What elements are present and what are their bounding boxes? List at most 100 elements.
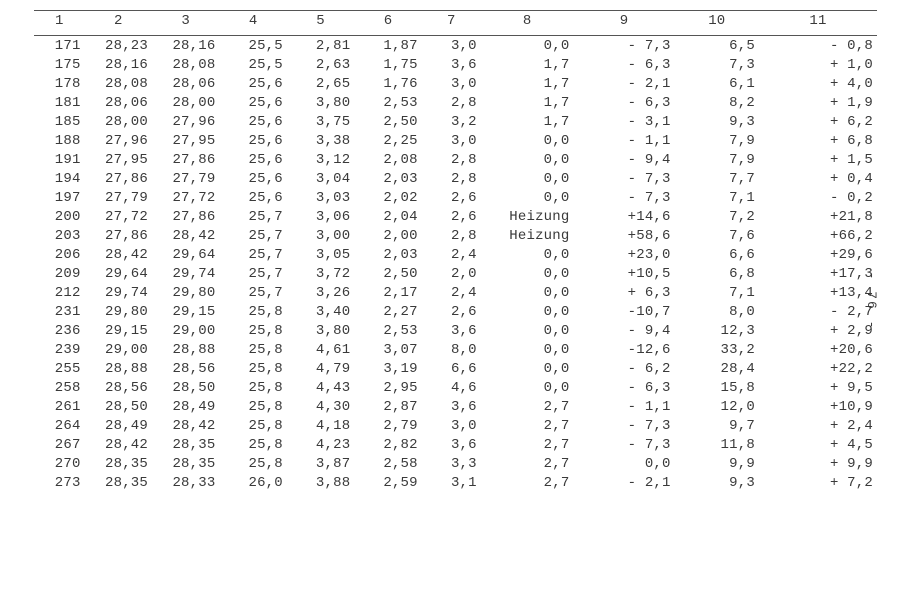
cell: 2,81 — [287, 36, 354, 56]
cell: 2,53 — [354, 93, 421, 112]
cell: 3,6 — [422, 435, 481, 454]
page-root: 1234567891011 17128,2328,1625,52,811,873… — [0, 0, 907, 601]
col-header-2: 2 — [85, 11, 152, 36]
cell: 29,80 — [85, 302, 152, 321]
cell: 29,74 — [85, 283, 152, 302]
cell: 25,8 — [219, 302, 286, 321]
cell: 28,4 — [675, 359, 759, 378]
table-row: 23129,8029,1525,83,402,272,60,0-10,78,0-… — [34, 302, 877, 321]
cell: + 4,0 — [759, 74, 877, 93]
cell: 2,79 — [354, 416, 421, 435]
cell: 3,0 — [422, 131, 481, 150]
cell: 6,1 — [675, 74, 759, 93]
cell: 2,53 — [354, 321, 421, 340]
cell: 3,03 — [287, 188, 354, 207]
cell: 7,6 — [675, 226, 759, 245]
cell: + 1,9 — [759, 93, 877, 112]
cell: + 2,9 — [759, 321, 877, 340]
table-row: 23929,0028,8825,84,613,078,00,0-12,633,2… — [34, 340, 877, 359]
cell: 1,7 — [481, 74, 574, 93]
cell: 2,6 — [422, 302, 481, 321]
cell: 29,80 — [152, 283, 219, 302]
table-row: 19427,8627,7925,63,042,032,80,0- 7,37,7+… — [34, 169, 877, 188]
cell: 28,00 — [152, 93, 219, 112]
cell: 6,6 — [675, 245, 759, 264]
cell: + 1,0 — [759, 55, 877, 74]
col-header-7: 7 — [422, 11, 481, 36]
table-row: 26128,5028,4925,84,302,873,62,7- 1,112,0… — [34, 397, 877, 416]
table-row: 18128,0628,0025,63,802,532,81,7- 6,38,2+… — [34, 93, 877, 112]
cell: 3,88 — [287, 473, 354, 492]
cell: 28,50 — [152, 378, 219, 397]
cell: 25,7 — [219, 283, 286, 302]
col-header-6: 6 — [354, 11, 421, 36]
table-row: 17128,2328,1625,52,811,873,00,0- 7,36,5-… — [34, 36, 877, 56]
cell: 7,7 — [675, 169, 759, 188]
col-header-10: 10 — [675, 11, 759, 36]
cell: Heizung — [481, 207, 574, 226]
cell: 0,0 — [481, 321, 574, 340]
cell: 29,64 — [85, 264, 152, 283]
cell: 28,33 — [152, 473, 219, 492]
table-row: 23629,1529,0025,83,802,533,60,0- 9,412,3… — [34, 321, 877, 340]
cell: 3,26 — [287, 283, 354, 302]
table-row: 26428,4928,4225,84,182,793,02,7- 7,39,7+… — [34, 416, 877, 435]
cell: 28,06 — [85, 93, 152, 112]
cell: 3,0 — [422, 36, 481, 56]
cell: 0,0 — [481, 378, 574, 397]
cell: 28,16 — [85, 55, 152, 74]
cell: 2,6 — [422, 207, 481, 226]
cell: 3,38 — [287, 131, 354, 150]
table-row: 19727,7927,7225,63,032,022,60,0- 7,37,1-… — [34, 188, 877, 207]
cell: 264 — [34, 416, 85, 435]
cell: 28,35 — [152, 454, 219, 473]
table-row: 21229,7429,8025,73,262,172,40,0+ 6,37,1+… — [34, 283, 877, 302]
cell: 270 — [34, 454, 85, 473]
cell: 28,50 — [85, 397, 152, 416]
cell: + 1,5 — [759, 150, 877, 169]
cell: 194 — [34, 169, 85, 188]
cell: 2,00 — [354, 226, 421, 245]
cell: 0,0 — [573, 454, 674, 473]
cell: 27,86 — [152, 207, 219, 226]
cell: 7,1 — [675, 188, 759, 207]
cell: - 3,1 — [573, 112, 674, 131]
cell: - 6,3 — [573, 378, 674, 397]
cell: 1,7 — [481, 112, 574, 131]
cell: 25,8 — [219, 340, 286, 359]
cell: 27,79 — [152, 169, 219, 188]
cell: 9,9 — [675, 454, 759, 473]
cell: 2,0 — [422, 264, 481, 283]
cell: 28,08 — [152, 55, 219, 74]
cell: - 2,1 — [573, 74, 674, 93]
cell: 200 — [34, 207, 85, 226]
cell: 27,96 — [85, 131, 152, 150]
cell: 185 — [34, 112, 85, 131]
table-row: 20327,8628,4225,73,002,002,8Heizung+58,6… — [34, 226, 877, 245]
cell: - 6,3 — [573, 55, 674, 74]
table-row: 18528,0027,9625,63,752,503,21,7- 3,19,3+… — [34, 112, 877, 131]
cell: 28,35 — [85, 454, 152, 473]
cell: 12,0 — [675, 397, 759, 416]
cell: 28,42 — [152, 416, 219, 435]
cell: 1,7 — [481, 93, 574, 112]
cell: 3,6 — [422, 321, 481, 340]
table-row: 25528,8828,5625,84,793,196,60,0- 6,228,4… — [34, 359, 877, 378]
cell: +10,9 — [759, 397, 877, 416]
cell: 2,8 — [422, 226, 481, 245]
table-row: 20628,4229,6425,73,052,032,40,0+23,06,6+… — [34, 245, 877, 264]
cell: 25,8 — [219, 416, 286, 435]
cell: 25,8 — [219, 454, 286, 473]
cell: 4,23 — [287, 435, 354, 454]
cell: 267 — [34, 435, 85, 454]
cell: 3,6 — [422, 397, 481, 416]
cell: 29,74 — [152, 264, 219, 283]
cell: 27,96 — [152, 112, 219, 131]
cell: 7,9 — [675, 150, 759, 169]
cell: 7,2 — [675, 207, 759, 226]
cell: 28,56 — [85, 378, 152, 397]
cell: 28,35 — [152, 435, 219, 454]
cell: 29,15 — [152, 302, 219, 321]
cell: 2,8 — [422, 93, 481, 112]
cell: 33,2 — [675, 340, 759, 359]
